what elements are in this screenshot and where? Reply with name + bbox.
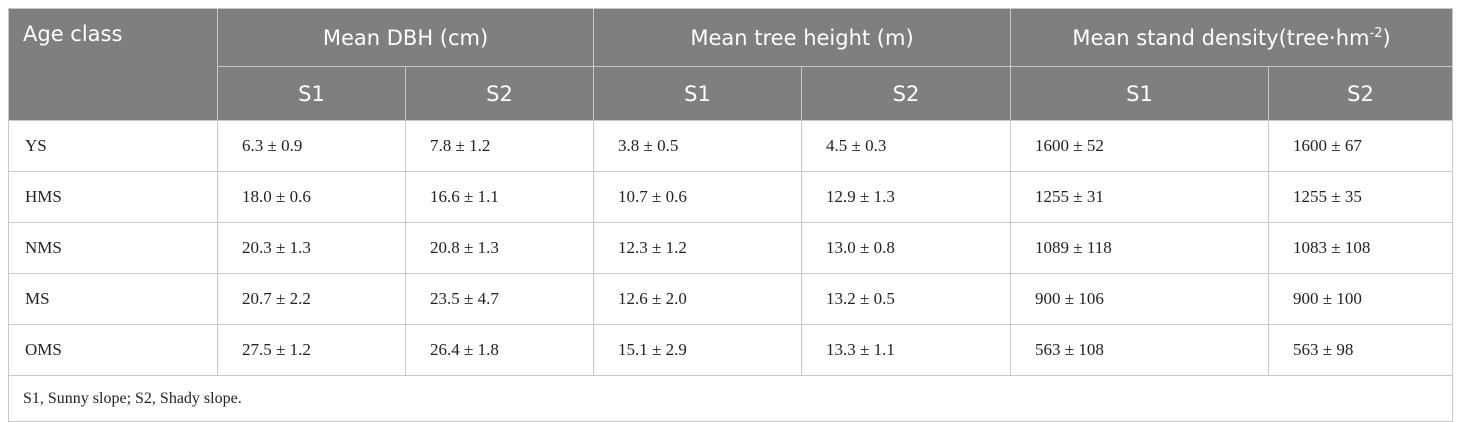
header-row: Age class Mean DBH (cm) Mean tree height (… xyxy=(8,8,1454,121)
group-header: Mean stand density(tree·hm-2) xyxy=(1010,8,1454,67)
value-cell: 1255 ± 31 xyxy=(1010,171,1270,223)
value-cell: 4.5 ± 0.3 xyxy=(801,120,1012,172)
table-header: Age class Mean DBH (cm) Mean tree height (… xyxy=(8,8,1454,121)
value-cell: 13.3 ± 1.1 xyxy=(801,324,1012,376)
value-cell: 23.5 ± 4.7 xyxy=(405,273,595,325)
subheader-cell: S1 xyxy=(1010,66,1270,121)
value-cell: 1089 ± 118 xyxy=(1010,222,1270,274)
value-cell: 13.0 ± 0.8 xyxy=(801,222,1012,274)
value-cell: 7.8 ± 1.2 xyxy=(405,120,595,172)
subheader-cell: S2 xyxy=(1268,66,1454,121)
value-cell: 20.8 ± 1.3 xyxy=(405,222,595,274)
table-row: YS 6.3 ± 0.9 7.8 ± 1.2 3.8 ± 0.5 4.5 ± 0.3 16… xyxy=(8,120,1454,172)
footnote-row: S1, Sunny slope; S2, Shady slope. xyxy=(8,375,1454,422)
table-body: YS 6.3 ± 0.9 7.8 ± 1.2 3.8 ± 0.5 4.5 ± 0.3 16… xyxy=(8,120,1454,422)
superscript: -2 xyxy=(1369,25,1383,41)
value-cell: 27.5 ± 1.2 xyxy=(217,324,406,376)
row-label: MS xyxy=(8,273,218,325)
value-cell: 18.0 ± 0.6 xyxy=(217,171,406,223)
row-label: OMS xyxy=(8,324,218,376)
header-cell: Age class xyxy=(8,8,218,121)
value-cell: 1255 ± 35 xyxy=(1268,171,1454,223)
footnote: S1, Sunny slope; S2, Shady slope. xyxy=(8,375,1454,422)
value-cell: 16.6 ± 1.1 xyxy=(405,171,595,223)
subheader-cell: S2 xyxy=(405,66,595,121)
subheader-cell: S2 xyxy=(801,66,1012,121)
value-cell: 13.2 ± 0.5 xyxy=(801,273,1012,325)
value-cell: 20.3 ± 1.3 xyxy=(217,222,406,274)
row-label: NMS xyxy=(8,222,218,274)
value-cell: 12.6 ± 2.0 xyxy=(593,273,803,325)
value-cell: 26.4 ± 1.8 xyxy=(405,324,595,376)
row-label: HMS xyxy=(8,171,218,223)
table-row: MS 20.7 ± 2.2 23.5 ± 4.7 12.6 ± 2.0 13.2 ± 0… xyxy=(8,273,1454,325)
subheader-cell: S1 xyxy=(593,66,803,121)
value-cell: 1600 ± 52 xyxy=(1010,120,1270,172)
value-cell: 900 ± 106 xyxy=(1010,273,1270,325)
value-cell: 1600 ± 67 xyxy=(1268,120,1454,172)
table-container: Age class Mean DBH (cm) Mean tree height (… xyxy=(8,8,1454,422)
row-label: YS xyxy=(8,120,218,172)
value-cell: 15.1 ± 2.9 xyxy=(593,324,803,376)
value-cell: 1083 ± 108 xyxy=(1268,222,1454,274)
value-cell: 900 ± 100 xyxy=(1268,273,1454,325)
group-header: Mean tree height (m) xyxy=(593,8,1012,67)
data-table: Age class Mean DBH (cm) Mean tree height (… xyxy=(8,8,1454,422)
value-cell: 3.8 ± 0.5 xyxy=(593,120,803,172)
header-text: Mean tree height (m) xyxy=(690,25,914,50)
value-cell: 563 ± 108 xyxy=(1010,324,1270,376)
subheader-cell: S1 xyxy=(217,66,406,121)
table-row: NMS 20.3 ± 1.3 20.8 ± 1.3 12.3 ± 1.2 13.0 ± … xyxy=(8,222,1454,274)
header-text: ) xyxy=(1382,25,1391,50)
value-cell: 12.3 ± 1.2 xyxy=(593,222,803,274)
value-cell: 6.3 ± 0.9 xyxy=(217,120,406,172)
header-text: Mean stand density(tree·hm xyxy=(1072,25,1370,50)
header-text: Mean DBH (cm) xyxy=(322,25,489,50)
group-header: Mean DBH (cm) xyxy=(217,8,595,67)
value-cell: 20.7 ± 2.2 xyxy=(217,273,406,325)
value-cell: 10.7 ± 0.6 xyxy=(593,171,803,223)
subheader-row: S1 S2 S1 S2 S1 S2 xyxy=(9,66,1454,121)
table-row: HMS 18.0 ± 0.6 16.6 ± 1.1 10.7 ± 0.6 12.9 ± … xyxy=(8,171,1454,223)
value-cell: 12.9 ± 1.3 xyxy=(801,171,1012,223)
value-cell: 563 ± 98 xyxy=(1268,324,1454,376)
table-row: OMS 27.5 ± 1.2 26.4 ± 1.8 15.1 ± 2.9 13.3 ± … xyxy=(8,324,1454,376)
